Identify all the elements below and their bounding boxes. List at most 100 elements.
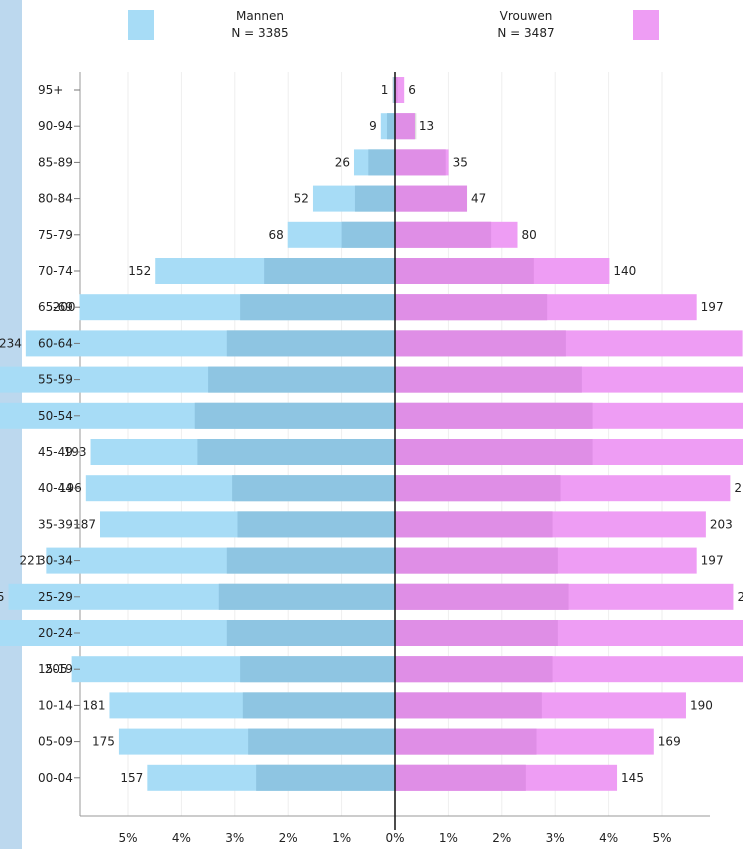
value-label-women: 219	[734, 481, 743, 495]
bar-men-overlap	[226, 620, 395, 646]
x-tick-label: 1%	[332, 831, 351, 845]
bar-women-overlap	[395, 294, 548, 321]
legend-women-count: N = 3487	[497, 26, 555, 40]
bar-women	[395, 77, 405, 103]
bar-men-overlap	[393, 77, 395, 103]
bar-women-overlap	[395, 366, 582, 393]
value-label-men: 245	[0, 590, 5, 604]
category-label: 35-39	[38, 517, 73, 531]
x-tick-label: 0%	[385, 831, 404, 845]
x-tick-label: 2%	[492, 831, 511, 845]
bar-men-overlap	[197, 439, 395, 465]
category-label: 80-84	[38, 192, 73, 206]
bar-men-overlap	[232, 475, 395, 502]
bar-women-overlap	[395, 330, 566, 357]
value-label-women: 13	[419, 119, 434, 133]
x-tick-label: 1%	[439, 831, 458, 845]
x-tick-label: 4%	[172, 831, 191, 845]
bar-men-overlap	[256, 764, 395, 791]
bar-men-overlap	[194, 402, 395, 429]
value-label-men: 9	[369, 119, 377, 133]
x-tick-label: 3%	[225, 831, 244, 845]
x-tick-label: 5%	[118, 831, 137, 845]
bar-women-overlap	[395, 185, 467, 212]
category-label: 75-79	[38, 228, 73, 242]
legend-women-title: Vrouwen	[499, 9, 553, 23]
bar-women-overlap	[395, 511, 553, 538]
bar-men-overlap	[226, 330, 395, 357]
bar-women-overlap	[395, 113, 415, 140]
legend-swatch-women	[633, 10, 659, 40]
legend-swatch-men	[128, 10, 154, 40]
bar-women-overlap	[395, 692, 542, 719]
value-label-women: 197	[701, 300, 724, 314]
bar-women-overlap	[395, 728, 537, 755]
category-label: 50-54	[38, 409, 73, 423]
value-label-women: 190	[690, 698, 713, 712]
value-label-women: 80	[522, 228, 537, 242]
bar-men-overlap	[208, 366, 395, 393]
value-label-women: 221	[737, 590, 743, 604]
legend-men-count: N = 3385	[231, 26, 289, 40]
category-label: 65-69	[38, 300, 73, 314]
category-label: 00-04	[38, 771, 73, 785]
legend-women: Vrouwen N = 3487	[466, 8, 586, 42]
x-tick-label: 4%	[599, 831, 618, 845]
x-tick-label: 2%	[279, 831, 298, 845]
value-label-men: 26	[335, 155, 350, 169]
bar-men-overlap	[368, 149, 395, 176]
x-tick-label: 3%	[546, 831, 565, 845]
value-label-women: 203	[710, 517, 733, 531]
value-label-men: 52	[294, 192, 309, 206]
bar-women-overlap	[395, 583, 569, 610]
legend-men-title: Mannen	[236, 9, 284, 23]
category-label: 55-59	[38, 373, 73, 387]
value-label-women: 140	[613, 264, 636, 278]
value-label-women: 145	[621, 771, 644, 785]
bar-men-overlap	[237, 511, 395, 538]
category-label: 45-49	[38, 445, 73, 459]
bar-women-overlap	[395, 620, 558, 646]
value-label-men: 234	[0, 336, 22, 350]
bar-women-overlap	[395, 402, 593, 429]
value-label-men: 205	[45, 662, 68, 676]
category-label: 20-24	[38, 626, 73, 640]
value-label-men: 68	[268, 228, 283, 242]
bar-women-overlap	[395, 258, 534, 284]
bar-men-overlap	[240, 656, 395, 683]
bar-men-overlap	[226, 547, 395, 574]
bar-men-overlap	[264, 258, 395, 284]
category-label: 95+	[38, 83, 63, 97]
category-label: 70-74	[38, 264, 73, 278]
bar-men-overlap	[242, 692, 395, 719]
value-label-men: 221	[19, 554, 42, 568]
category-label: 60-64	[38, 336, 73, 350]
category-label: 85-89	[38, 155, 73, 169]
bar-men-overlap	[248, 728, 395, 755]
value-label-women: 169	[658, 735, 681, 749]
x-tick-label: 5%	[652, 831, 671, 845]
value-label-women: 35	[453, 155, 468, 169]
bar-men-overlap	[218, 583, 395, 610]
category-label: 40-44	[38, 481, 73, 495]
bar-women-overlap	[395, 547, 558, 574]
category-label: 05-09	[38, 735, 73, 749]
category-label: 25-29	[38, 590, 73, 604]
bar-men-overlap	[341, 221, 395, 248]
bar-women-overlap	[395, 221, 492, 248]
bar-women-overlap	[395, 439, 593, 465]
bar-men-overlap	[240, 294, 395, 321]
bar-women-overlap	[395, 656, 553, 683]
value-label-men: 187	[73, 517, 96, 531]
category-label: 10-14	[38, 698, 73, 712]
category-label: 15-19	[38, 662, 73, 676]
value-label-men: 157	[120, 771, 143, 785]
bar-women-overlap	[395, 764, 526, 791]
category-label: 90-94	[38, 119, 73, 133]
bar-women-overlap	[395, 77, 398, 103]
bar-women-overlap	[395, 149, 446, 176]
bar-men-overlap	[386, 113, 395, 140]
bar-women-overlap	[395, 475, 561, 502]
value-label-men: 181	[83, 698, 106, 712]
